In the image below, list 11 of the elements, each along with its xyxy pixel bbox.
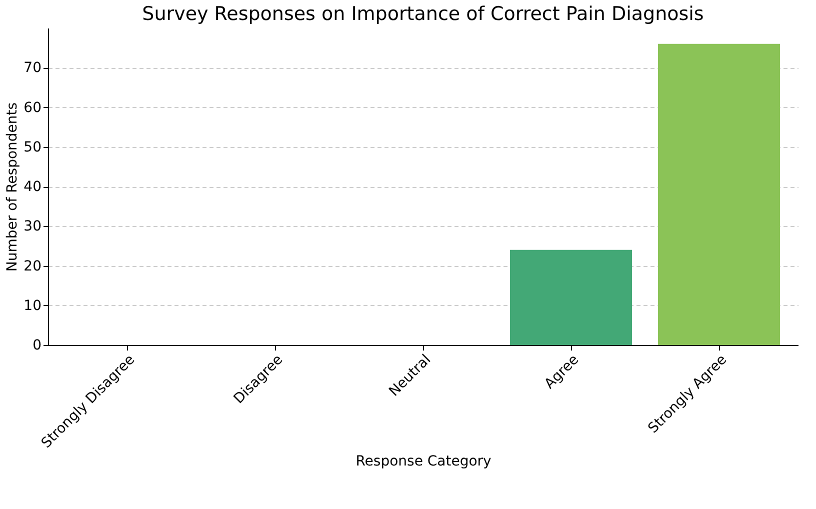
y-tick-label: 20 (24, 258, 42, 274)
y-tick-label: 30 (24, 218, 42, 235)
y-tick-label: 50 (24, 139, 42, 156)
y-tick-label: 0 (32, 338, 42, 354)
y-tick-label: 40 (24, 179, 42, 195)
y-tick-label: 70 (24, 60, 42, 76)
y-tick-label: 10 (24, 298, 42, 314)
chart-title: Survey Responses on Importance of Correct Pain Diagnosis (142, 3, 704, 25)
y-axis-title: Number of Respondents (4, 102, 21, 272)
x-axis-title: Response Category (356, 454, 492, 470)
y-tick-label: 60 (24, 100, 42, 116)
